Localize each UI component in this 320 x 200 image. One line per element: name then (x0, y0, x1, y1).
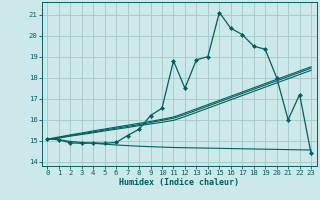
X-axis label: Humidex (Indice chaleur): Humidex (Indice chaleur) (119, 178, 239, 187)
